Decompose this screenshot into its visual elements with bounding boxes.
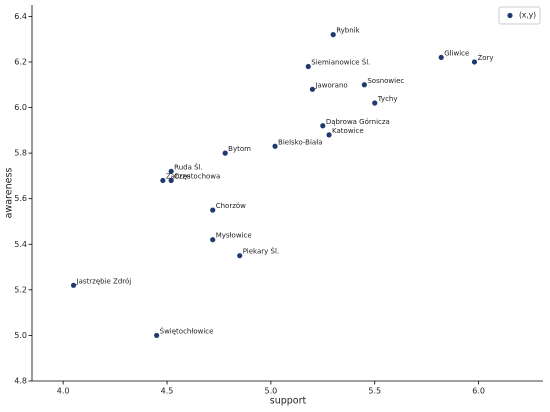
point-label: Siemianowice Śl. bbox=[311, 58, 370, 67]
y-tick-label: 5.2 bbox=[14, 285, 27, 294]
point bbox=[168, 177, 174, 184]
x-tick-label: 5.5 bbox=[368, 387, 381, 396]
point bbox=[154, 332, 160, 339]
point-label: Ruda Śl. bbox=[174, 162, 203, 171]
point bbox=[70, 282, 77, 288]
point-label: Chorzów bbox=[216, 202, 246, 210]
y-axis-label: awareness bbox=[4, 168, 15, 219]
y-tick-label: 4.8 bbox=[14, 377, 27, 386]
point bbox=[330, 32, 336, 38]
y-tick-label: 5.0 bbox=[14, 331, 27, 340]
point-label: Tychy bbox=[377, 95, 398, 103]
point-label: Zabrze bbox=[166, 172, 190, 180]
legend-box bbox=[498, 6, 541, 25]
point bbox=[210, 207, 216, 213]
point bbox=[222, 150, 228, 156]
point bbox=[438, 54, 444, 61]
point-label: Katowice bbox=[332, 127, 364, 135]
x-axis-label: support bbox=[270, 396, 307, 407]
point-label: Sosnowiec bbox=[367, 77, 404, 85]
point-label: Świętochłowice bbox=[160, 326, 214, 335]
legend-label: (x,y) bbox=[519, 11, 536, 20]
point bbox=[305, 63, 311, 70]
point bbox=[326, 132, 332, 138]
point-label: Mysłowice bbox=[216, 232, 252, 240]
point bbox=[361, 82, 367, 88]
point bbox=[320, 123, 326, 129]
x-tick-label: 4.0 bbox=[57, 387, 70, 396]
point-label: Bielsko-Biała bbox=[278, 138, 322, 146]
point bbox=[160, 177, 166, 184]
point bbox=[210, 237, 216, 243]
y-tick-label: 6.4 bbox=[14, 12, 27, 21]
y-tick-label: 5.8 bbox=[14, 149, 27, 158]
point-label: Gliwice bbox=[444, 49, 469, 57]
point-label: Jaworano bbox=[314, 81, 347, 89]
legend-marker bbox=[507, 12, 513, 19]
point-label: Rybnik bbox=[336, 27, 360, 35]
point-label: Dąbrowa Górnicza bbox=[326, 118, 390, 126]
y-tick-label: 6.0 bbox=[14, 103, 27, 112]
point-label: Jastrzębie Zdrój bbox=[76, 277, 132, 285]
point bbox=[168, 168, 174, 174]
x-tick-label: 5.0 bbox=[265, 387, 278, 396]
y-tick-label: 6.2 bbox=[14, 57, 27, 66]
point bbox=[372, 100, 378, 106]
x-tick-label: 6.0 bbox=[472, 387, 485, 396]
point-label: Żory bbox=[477, 53, 493, 62]
point-label: Piekary Śl. bbox=[243, 247, 279, 256]
y-tick-label: 5.4 bbox=[14, 240, 27, 249]
y-tick-label: 5.6 bbox=[14, 194, 27, 203]
point bbox=[471, 59, 478, 65]
point-label: Częstochowa bbox=[174, 172, 220, 180]
point bbox=[309, 86, 316, 92]
x-tick-label: 4.5 bbox=[161, 387, 174, 396]
point-label: Bytom bbox=[228, 145, 251, 153]
point bbox=[237, 253, 243, 259]
point bbox=[272, 143, 278, 149]
